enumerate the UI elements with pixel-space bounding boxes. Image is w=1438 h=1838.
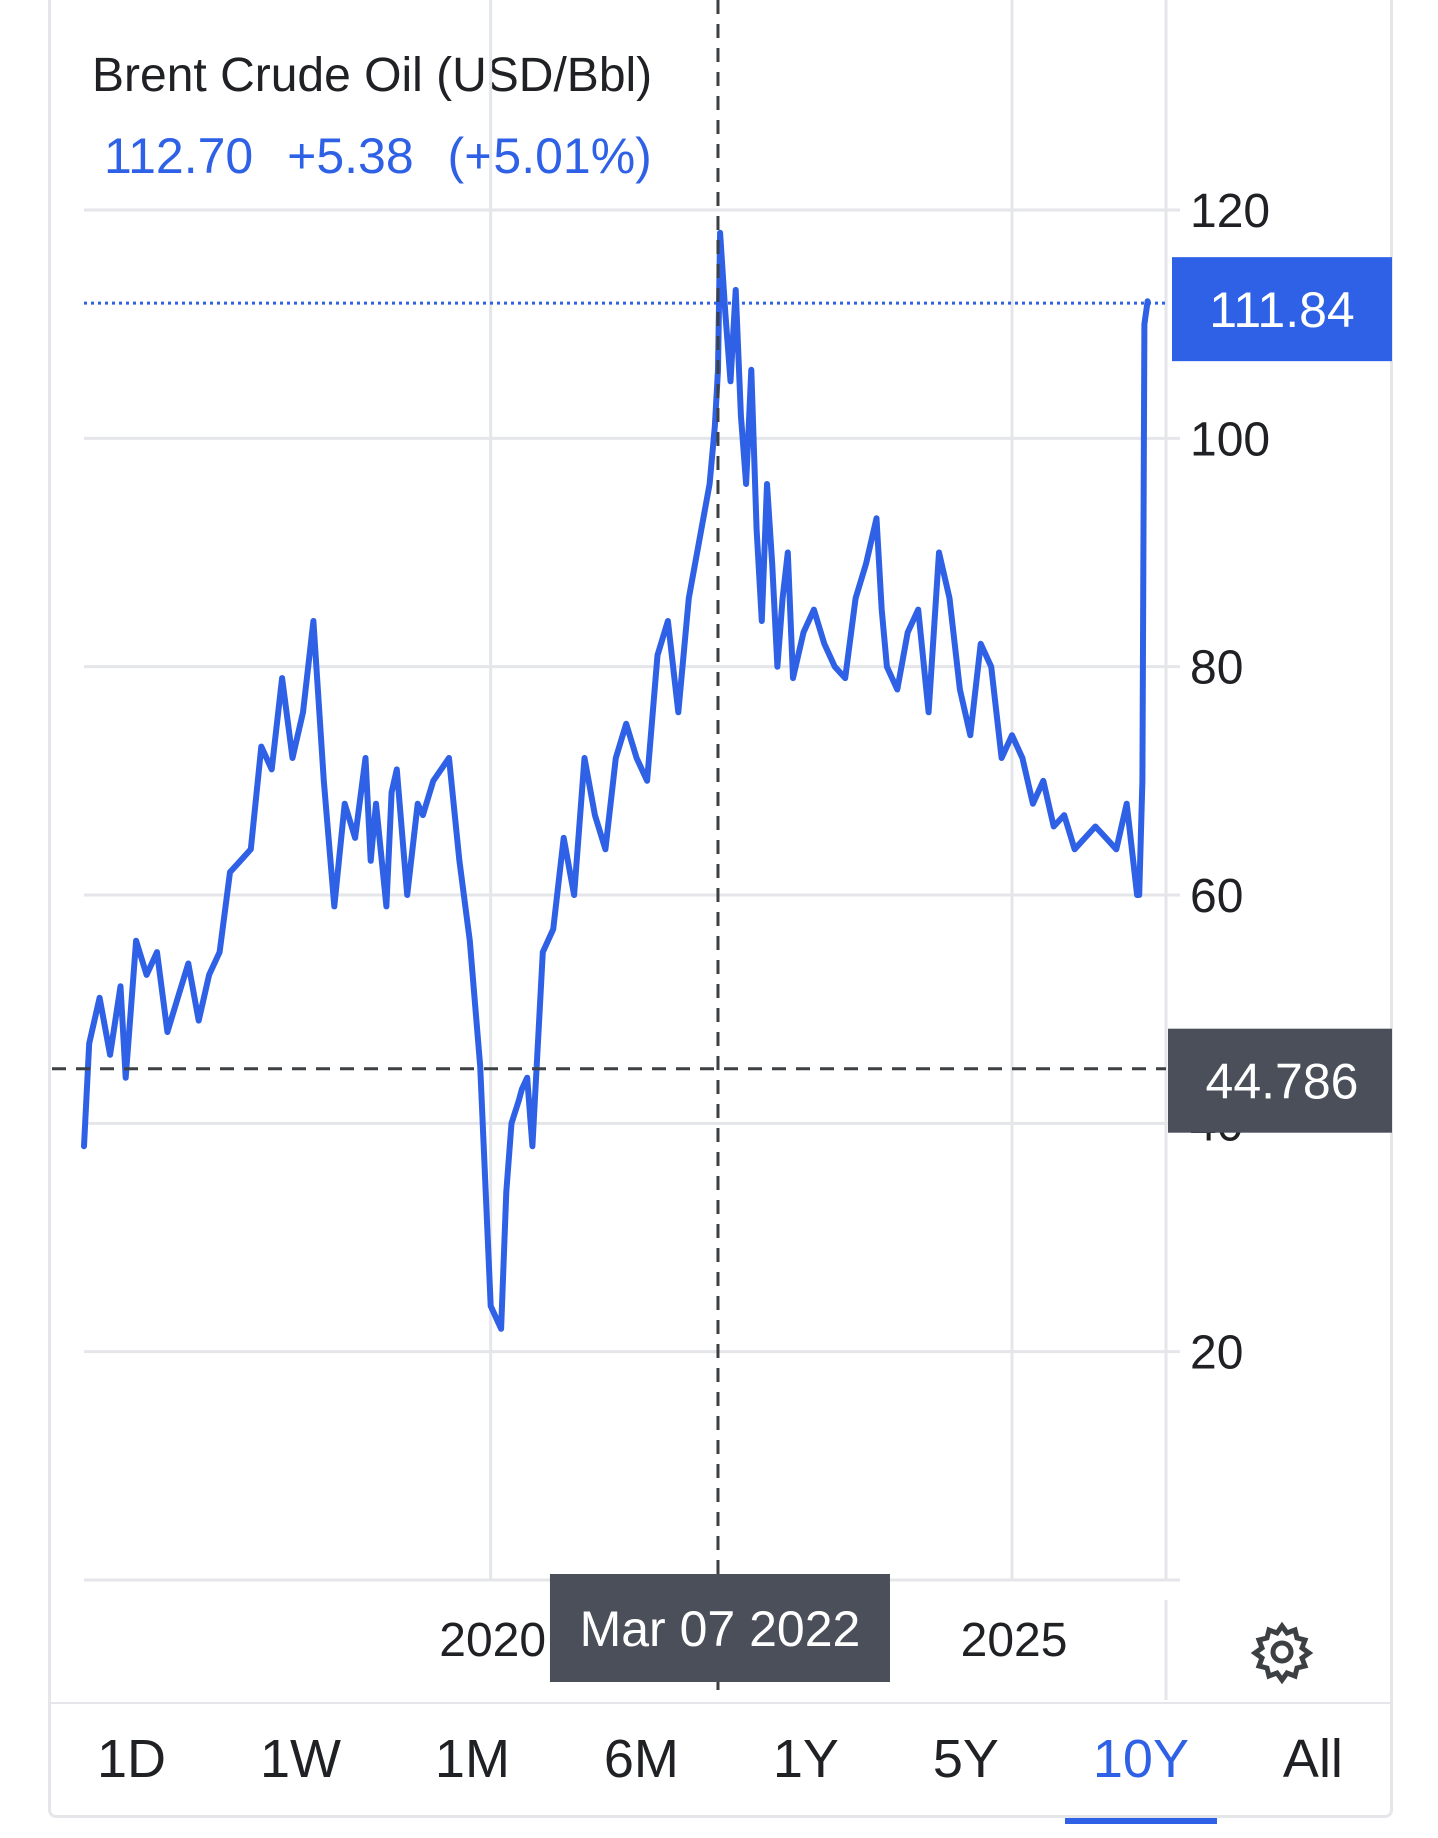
y-tick-label: 120	[1190, 185, 1270, 238]
x-tick-label: 2025	[961, 1614, 1068, 1667]
range-tab-5y[interactable]: 5Y	[932, 1729, 999, 1789]
y-tick-label: 80	[1190, 642, 1243, 695]
x-tick-label: 2020	[439, 1614, 546, 1667]
price-change-percent: (+5.01%)	[447, 128, 652, 184]
price-series-line[interactable]	[81, 229, 1151, 1332]
range-tab-10y[interactable]: 10Y	[1064, 1718, 1218, 1824]
last-value-badge	[1172, 257, 1392, 362]
chart-title: Brent Crude Oil (USD/Bbl)	[92, 49, 653, 102]
range-tab-1m[interactable]: 1M	[434, 1729, 510, 1789]
current-price: 112.70	[104, 128, 254, 184]
crosshair-date-badge	[549, 1574, 890, 1682]
chart-card	[48, 0, 1393, 1818]
last-value-label: 111.84	[1209, 282, 1355, 338]
crosshair-value-label: 44.786	[1206, 1054, 1359, 1110]
crosshair-date-label: Mar 07 2022	[580, 1601, 861, 1657]
time-range-selector: 1D 1W 1M 6M 1Y 5Y 10Y All	[50, 1702, 1390, 1824]
crosshair-value-badge	[1168, 1028, 1392, 1133]
range-tab-all[interactable]: All	[1282, 1729, 1343, 1789]
price-change: +5.38	[287, 128, 414, 184]
y-tick-label: 60	[1190, 870, 1243, 923]
range-tab-1d[interactable]: 1D	[96, 1729, 166, 1789]
range-tab-6m[interactable]: 6M	[603, 1729, 679, 1789]
range-tab-1y[interactable]: 1Y	[772, 1729, 839, 1789]
gear-icon[interactable]	[1250, 1620, 1314, 1684]
price-quote: 112.70 +5.38 (+5.01%)	[104, 127, 672, 185]
range-tab-1w[interactable]: 1W	[259, 1729, 341, 1789]
y-tick-label: 100	[1190, 413, 1270, 466]
y-tick-label: 20	[1190, 1327, 1243, 1380]
